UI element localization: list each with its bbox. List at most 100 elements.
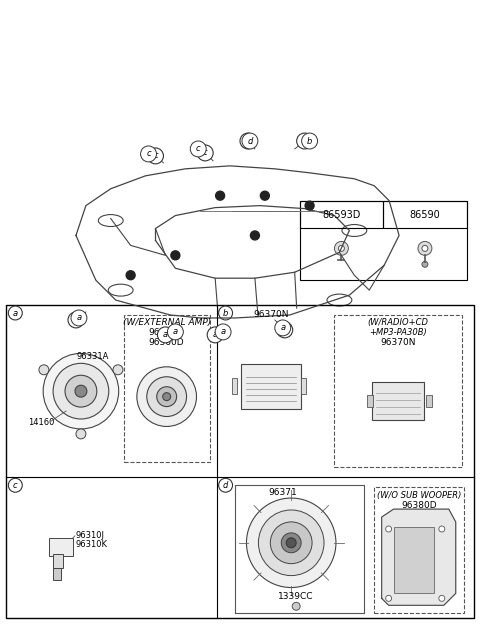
Circle shape — [137, 367, 196, 426]
Bar — [49, 538, 73, 556]
Text: c: c — [13, 481, 18, 490]
Circle shape — [197, 145, 213, 161]
Text: 86590: 86590 — [409, 210, 440, 220]
Text: a: a — [280, 324, 285, 332]
Bar — [426, 395, 432, 407]
Circle shape — [8, 478, 22, 492]
Circle shape — [190, 141, 206, 157]
Circle shape — [71, 310, 87, 326]
Circle shape — [215, 324, 231, 340]
Text: a: a — [73, 316, 79, 324]
Circle shape — [242, 133, 258, 149]
Text: a: a — [163, 331, 168, 339]
Circle shape — [39, 365, 49, 375]
Circle shape — [251, 231, 259, 240]
Text: 96370N: 96370N — [253, 310, 289, 319]
Circle shape — [240, 133, 256, 149]
Text: 96310J: 96310J — [76, 531, 105, 540]
Circle shape — [126, 271, 135, 280]
Bar — [394, 527, 434, 593]
Circle shape — [171, 251, 180, 260]
Circle shape — [286, 538, 296, 548]
Text: 96380D: 96380D — [401, 501, 436, 510]
Circle shape — [43, 354, 119, 429]
Bar — [241, 364, 301, 409]
Circle shape — [305, 201, 314, 210]
Text: d: d — [223, 481, 228, 490]
Bar — [367, 395, 373, 407]
Circle shape — [281, 533, 301, 553]
Circle shape — [53, 363, 109, 419]
Circle shape — [270, 522, 312, 563]
Text: (W/EXTERNAL AMP): (W/EXTERNAL AMP) — [122, 319, 211, 327]
Circle shape — [439, 526, 445, 532]
Circle shape — [385, 526, 392, 532]
Text: a: a — [173, 327, 178, 336]
Circle shape — [301, 133, 318, 149]
Text: a: a — [76, 314, 82, 322]
Text: d: d — [245, 136, 251, 145]
Text: a: a — [220, 327, 226, 336]
Text: b: b — [307, 136, 312, 145]
Circle shape — [218, 478, 232, 492]
Text: 96360D: 96360D — [149, 338, 184, 347]
Bar — [53, 568, 61, 580]
Circle shape — [418, 242, 432, 255]
Circle shape — [216, 191, 225, 200]
Circle shape — [141, 146, 156, 162]
Circle shape — [207, 327, 223, 343]
Text: 96331A: 96331A — [77, 352, 109, 361]
Bar — [334, 315, 462, 468]
Circle shape — [157, 387, 177, 406]
Circle shape — [157, 327, 173, 343]
Text: +MP3-PA30B): +MP3-PA30B) — [369, 329, 427, 337]
Circle shape — [147, 377, 187, 416]
Text: a: a — [13, 309, 18, 317]
Text: (W/O SUB WOOPER): (W/O SUB WOOPER) — [376, 491, 461, 500]
Polygon shape — [382, 509, 456, 605]
Bar — [231, 378, 237, 394]
Text: c: c — [196, 145, 201, 153]
Circle shape — [297, 133, 312, 149]
FancyBboxPatch shape — [372, 382, 424, 420]
Text: a: a — [282, 326, 288, 334]
Text: a: a — [213, 331, 218, 339]
Circle shape — [292, 602, 300, 610]
Circle shape — [277, 322, 293, 338]
Text: d: d — [247, 136, 252, 145]
Text: 96310K: 96310K — [76, 540, 108, 549]
Circle shape — [338, 245, 344, 252]
Text: 96330D: 96330D — [149, 329, 184, 337]
Circle shape — [385, 595, 392, 602]
Bar — [53, 554, 63, 568]
Text: c: c — [146, 150, 151, 158]
Circle shape — [275, 320, 291, 336]
Text: 14160: 14160 — [28, 419, 54, 428]
Circle shape — [113, 365, 123, 375]
Circle shape — [147, 148, 164, 164]
Text: b: b — [302, 136, 307, 145]
Bar — [6, 305, 474, 618]
Bar — [124, 315, 210, 463]
Text: 86593D: 86593D — [322, 210, 360, 220]
Text: (W/RADIO+CD: (W/RADIO+CD — [367, 319, 428, 327]
Circle shape — [168, 324, 183, 340]
Bar — [300, 201, 467, 280]
Circle shape — [439, 595, 445, 602]
Circle shape — [258, 510, 324, 575]
Circle shape — [65, 375, 97, 407]
Text: 96370N: 96370N — [380, 338, 416, 347]
Bar — [301, 378, 306, 394]
Circle shape — [8, 306, 22, 320]
Circle shape — [163, 393, 171, 401]
Bar — [383, 201, 467, 228]
Text: 96371: 96371 — [269, 488, 298, 496]
Circle shape — [422, 245, 428, 252]
Circle shape — [218, 306, 232, 320]
Circle shape — [422, 261, 428, 267]
Text: 1339CC: 1339CC — [278, 592, 314, 601]
Circle shape — [246, 498, 336, 588]
Circle shape — [335, 242, 348, 255]
Bar — [300, 201, 383, 228]
Text: c: c — [203, 148, 207, 157]
